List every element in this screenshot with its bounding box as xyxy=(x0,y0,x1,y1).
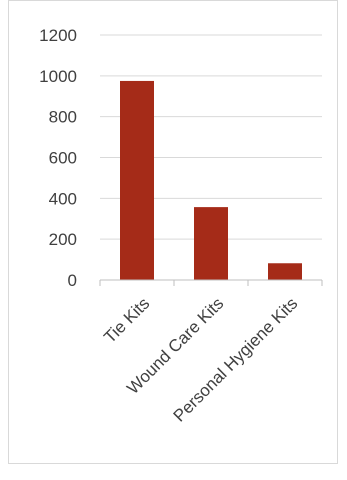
x-category-label: Personal Hygiene Kits xyxy=(170,294,302,426)
x-axis xyxy=(99,279,323,286)
bar-wound-care-kits xyxy=(194,207,228,280)
y-axis-tick-labels: 0 200 400 600 800 1000 1200 xyxy=(39,26,77,290)
bar-personal-hygiene-kits xyxy=(268,263,302,280)
y-tick-label: 0 xyxy=(68,271,77,290)
bars xyxy=(120,80,302,280)
y-tick-label: 200 xyxy=(49,230,77,249)
bar-tie-kits xyxy=(120,80,154,280)
y-tick-label: 800 xyxy=(49,108,77,127)
x-category-label: Tie Kits xyxy=(100,294,153,347)
chart-area xyxy=(8,0,338,464)
y-tick-label: 1200 xyxy=(39,26,77,45)
y-tick-label: 1000 xyxy=(39,67,77,86)
y-tick-label: 600 xyxy=(49,149,77,168)
y-tick-label: 400 xyxy=(49,189,77,208)
